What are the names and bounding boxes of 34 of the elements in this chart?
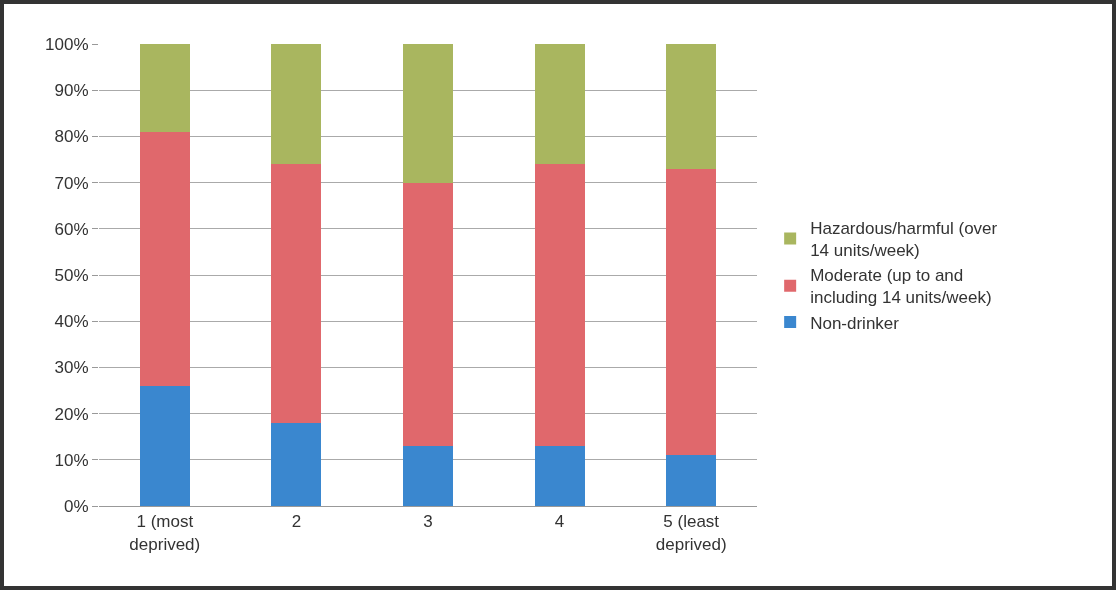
- y-tick-label: 20%: [54, 404, 89, 424]
- y-tick-label: 0%: [64, 496, 89, 516]
- bar: [271, 422, 322, 506]
- y-tick-label: 60%: [54, 219, 89, 239]
- bar: [403, 182, 453, 446]
- bar: [534, 445, 585, 506]
- legend-label: Hazardous/harmful (over 14 units/week): [810, 219, 998, 261]
- bar: [534, 44, 585, 165]
- x-tick-label: 1 (most deprived): [129, 512, 201, 554]
- bar: [666, 44, 717, 169]
- bar: [139, 44, 190, 132]
- y-tick-label: 100%: [45, 34, 89, 54]
- bar: [403, 44, 453, 183]
- bar: [139, 131, 190, 386]
- x-tick-label: 2: [291, 512, 302, 532]
- x-tick-label: 3: [423, 512, 433, 532]
- bar: [403, 445, 453, 506]
- y-tick-label: 70%: [54, 173, 89, 193]
- legend-label: Moderate (up to and including 14 units/week): [810, 266, 992, 308]
- bar: [271, 44, 322, 165]
- y-tick-label: 90%: [54, 81, 89, 101]
- legend-label: Non-drinker: [810, 313, 900, 333]
- y-tick-label: 50%: [54, 265, 89, 285]
- x-tick-label: 5 (least deprived): [655, 512, 727, 554]
- y-tick-label: 80%: [54, 127, 89, 147]
- x-tick-label: 4: [554, 512, 565, 532]
- bar: [139, 385, 190, 506]
- y-tick-label: 30%: [54, 358, 89, 378]
- y-tick-label: 10%: [54, 450, 89, 470]
- bar: [534, 164, 585, 446]
- bar: [666, 455, 717, 506]
- y-tick-label: 40%: [54, 312, 89, 332]
- bar: [271, 164, 322, 423]
- bar: [666, 168, 717, 456]
